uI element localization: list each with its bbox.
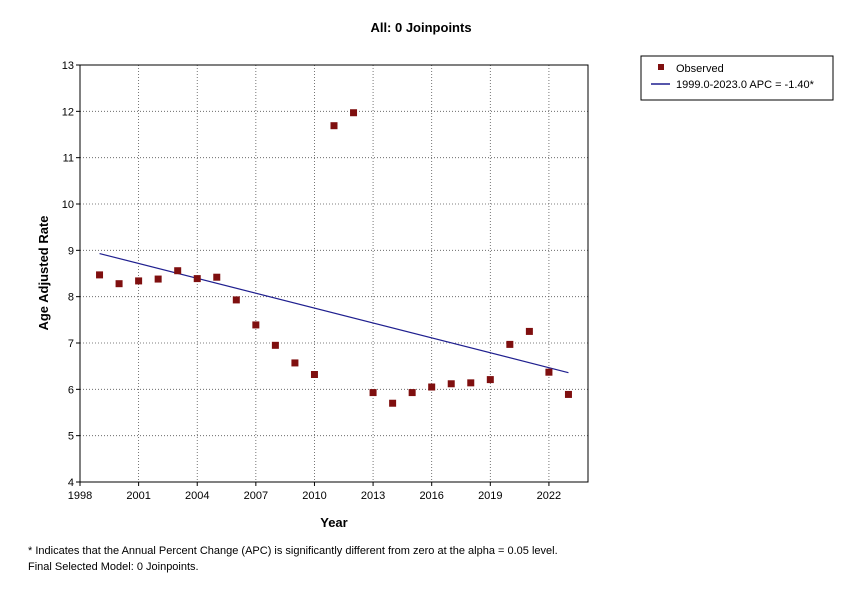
observed-point: [310, 371, 318, 379]
y-tick-label: 5: [68, 431, 74, 443]
y-tick-label: 9: [68, 245, 74, 257]
observed-point: [389, 399, 397, 407]
x-tick-label: 2001: [126, 490, 150, 502]
chart-title: All: 0 Joinpoints: [370, 20, 471, 35]
observed-point: [564, 390, 572, 398]
x-tick-label: 2004: [185, 490, 209, 502]
x-axis-title: Year: [320, 515, 347, 530]
x-tick-label: 2019: [478, 490, 502, 502]
observed-point: [193, 275, 201, 283]
plot-area: [79, 64, 589, 483]
trend-lines: [99, 252, 569, 374]
footnote-significance: * Indicates that the Annual Percent Chan…: [28, 545, 558, 557]
legend-observed-marker: [658, 64, 664, 70]
x-tick-label: 2013: [361, 490, 385, 502]
observed-point: [213, 273, 221, 281]
x-tick-label: 1998: [68, 490, 92, 502]
observed-point: [291, 359, 299, 367]
observed-point: [525, 327, 533, 335]
y-tick-label: 8: [68, 292, 74, 304]
observed-point: [252, 321, 260, 329]
observed-point: [232, 296, 240, 304]
legend: Observed 1999.0-2023.0 APC = -1.40*: [640, 55, 834, 101]
observed-point: [135, 277, 143, 285]
axis-ticks: 1998 2001 2004 2007 2010 2013 2016 2019 2022 4 5 6 7…: [62, 60, 561, 502]
legend-apc-label: 1999.0-2023.0 APC = -1.40*: [676, 79, 815, 91]
x-tick-label: 2022: [537, 490, 561, 502]
y-tick-label: 7: [68, 338, 74, 350]
y-tick-label: 11: [63, 153, 74, 165]
observed-point: [467, 379, 475, 387]
legend-box: [640, 55, 834, 101]
observed-point: [447, 380, 455, 388]
observed-point: [330, 122, 338, 130]
observed-point: [96, 271, 104, 279]
x-tick-label: 2010: [302, 490, 326, 502]
footnote-final-model: Final Selected Model: 0 Joinpoints.: [28, 561, 199, 573]
observed-point: [369, 389, 377, 397]
grid: [79, 64, 588, 483]
y-tick-label: 4: [68, 477, 74, 489]
y-axis-title: Age Adjusted Rate: [36, 215, 51, 330]
observed-point: [545, 368, 553, 376]
y-tick-label: 12: [62, 106, 74, 118]
observed-point: [154, 275, 162, 283]
y-tick-label: 13: [62, 60, 74, 72]
observed-point: [115, 280, 123, 288]
legend-observed-label: Observed: [676, 63, 724, 75]
apc-trend-line: [99, 252, 569, 374]
x-tick-label: 2016: [419, 490, 443, 502]
observed-points: [96, 109, 572, 407]
observed-point: [271, 341, 279, 349]
observed-point: [408, 389, 416, 397]
y-tick-label: 10: [62, 199, 74, 211]
observed-point: [486, 376, 494, 384]
observed-point: [428, 383, 436, 391]
observed-point: [174, 267, 182, 275]
observed-point: [350, 109, 358, 117]
observed-point: [506, 340, 514, 348]
x-tick-label: 2007: [244, 490, 268, 502]
y-tick-label: 6: [68, 384, 74, 396]
